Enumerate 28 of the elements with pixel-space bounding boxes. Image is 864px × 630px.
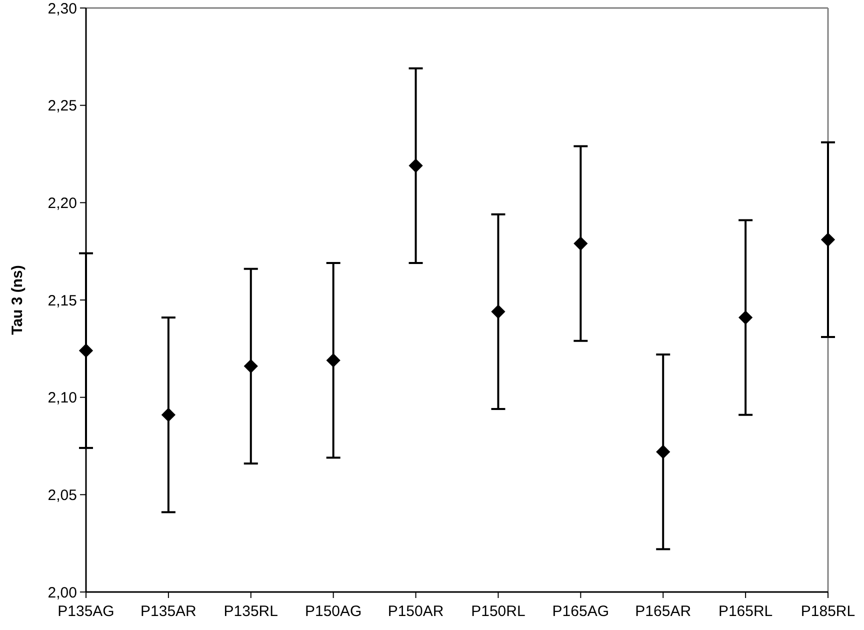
y-tick-label: 2,20 <box>48 194 77 212</box>
y-tick-label: 2,00 <box>48 584 77 602</box>
point <box>574 236 588 251</box>
point <box>78 344 94 358</box>
x-tick-label: P150AR <box>388 603 444 620</box>
y-tick-label: 2,25 <box>48 98 77 115</box>
point <box>738 310 753 325</box>
y-tick-label: 2,10 <box>48 390 77 407</box>
point <box>161 408 176 422</box>
x-tick-label: P150RL <box>471 603 526 620</box>
x-tick-label: P135AG <box>58 603 114 620</box>
point <box>656 444 670 459</box>
point <box>244 359 258 374</box>
x-tick-label: P150AG <box>304 603 362 620</box>
point <box>491 304 506 319</box>
y-tick-label: 2,05 <box>48 486 77 504</box>
point <box>820 232 836 247</box>
y-axis-title: Tau 3 (ns) <box>9 265 26 335</box>
x-tick-label: P165AG <box>552 603 610 620</box>
x-tick-label: P185RL <box>800 603 856 620</box>
y-tick-label: 2,15 <box>48 292 77 310</box>
x-tick-label: P135AR <box>140 603 197 620</box>
x-tick-label: P135RL <box>224 603 278 620</box>
x-tick-label: P165RL <box>718 603 773 620</box>
y-tick-label: 2,30 <box>48 0 77 18</box>
point <box>408 158 423 173</box>
point <box>326 353 340 368</box>
x-tick-label: P165AR <box>635 603 692 620</box>
